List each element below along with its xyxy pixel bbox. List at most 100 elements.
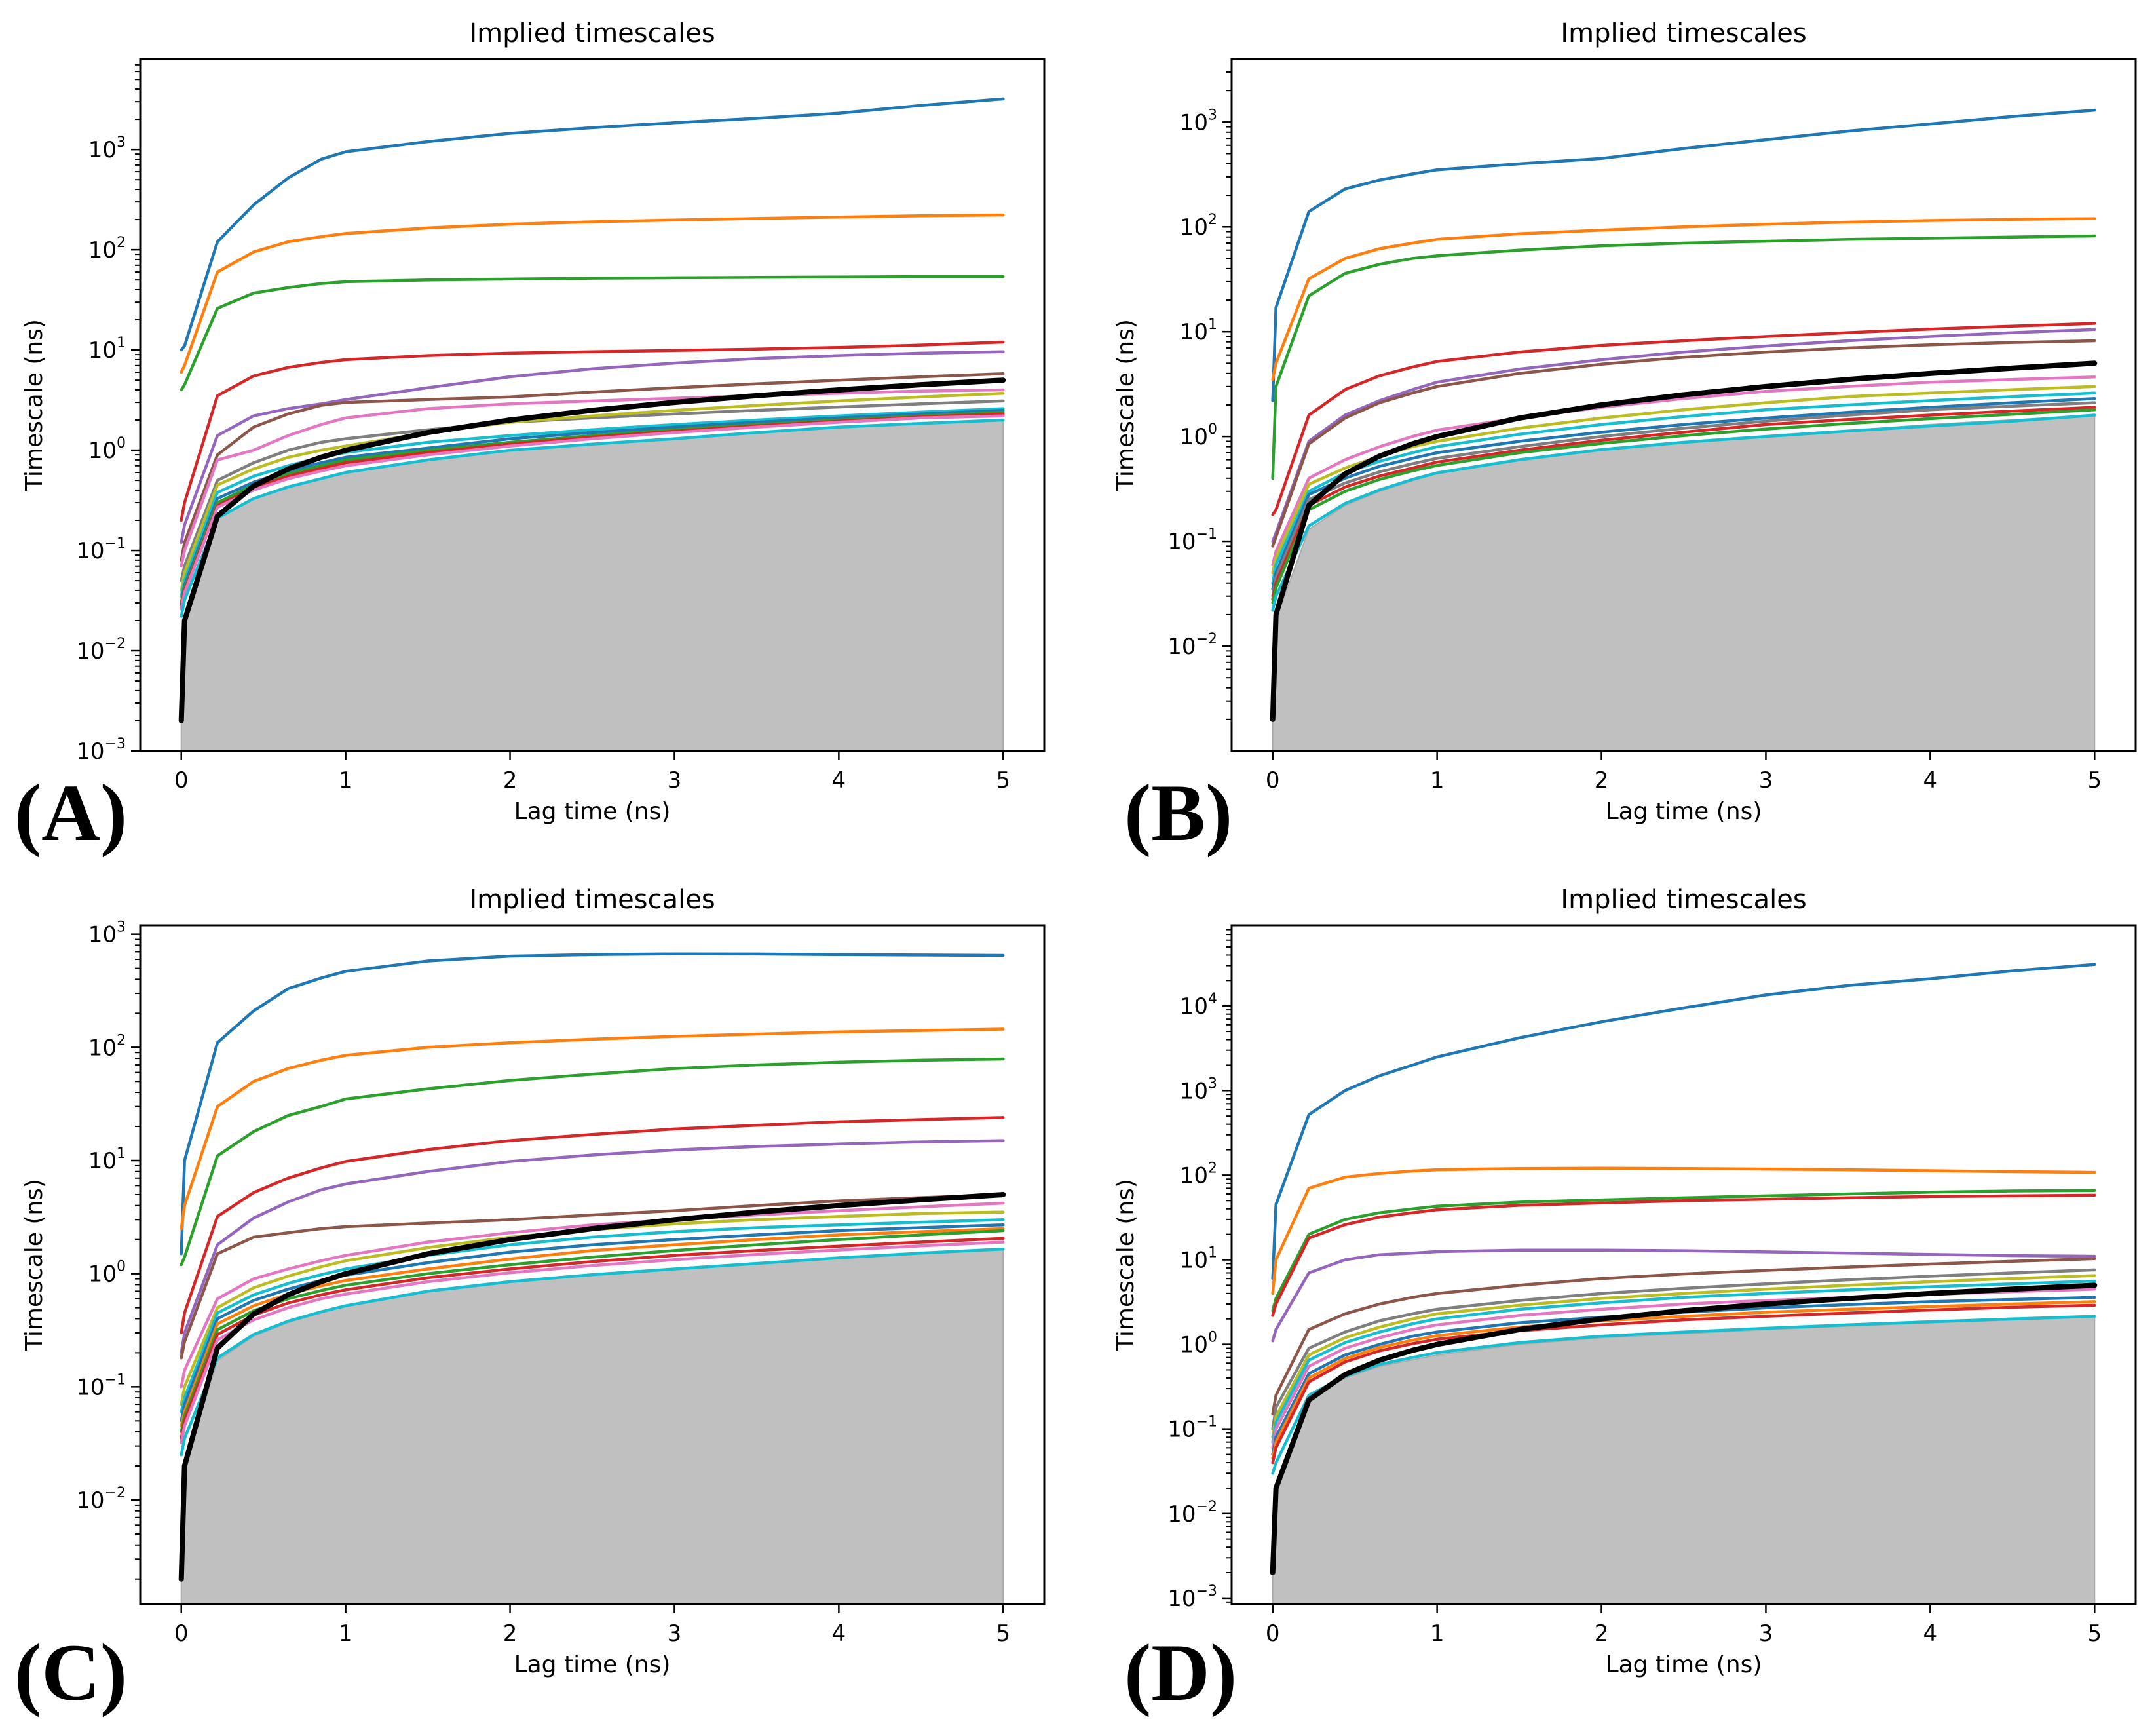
x-tick-label-a-2: 2: [503, 767, 518, 794]
y-tick-label-a-1: 10−2: [76, 636, 126, 664]
y-tick-label-c-3: 101: [88, 1145, 126, 1174]
y-tick-label-c-2: 100: [88, 1259, 126, 1288]
chart-title-c: Implied timescales: [469, 885, 715, 915]
timescale-line-d-10: [1271, 1296, 2096, 1456]
chart-panel-b: 0 1 2 3 4 5 10−2 10−1 100 101 102 103 Implied timesc…: [1112, 18, 2137, 825]
y-tick-label-d-0: 10−3: [1167, 1583, 1217, 1612]
x-tick-label-c-2: 2: [503, 1621, 518, 1647]
x-tick-label-d-3: 3: [1759, 1621, 1773, 1647]
lagtime-line-c-15: [178, 1192, 1006, 1582]
timescale-line-a-0: [180, 97, 1005, 352]
chart-title-d: Implied timescales: [1560, 885, 1806, 915]
x-tick-label-d-2: 2: [1595, 1621, 1609, 1647]
x-tick-label-c-3: 3: [668, 1621, 682, 1647]
timescale-line-c-4: [180, 1139, 1005, 1354]
chart-title-a: Implied timescales: [469, 18, 715, 48]
x-tick-label-a-3: 3: [668, 767, 682, 794]
y-axis-label-c: Timescale (ns): [21, 1179, 48, 1351]
y-tick-label-a-5: 102: [88, 235, 126, 263]
y-tick-label-c-1: 10−1: [76, 1372, 126, 1400]
y-tick-label-d-6: 103: [1180, 1075, 1217, 1104]
y-tick-label-c-0: 10−2: [76, 1485, 126, 1514]
timescale-line-c-7: [180, 1210, 1005, 1406]
axes-frame-a: [139, 58, 1046, 752]
timescale-line-a-2: [180, 275, 1005, 392]
x-tick-label-b-3: 3: [1759, 767, 1773, 794]
timescale-line-a-13: [180, 414, 1005, 611]
y-tick-label-a-4: 101: [88, 335, 126, 364]
x-axis-label-b: Lag time (ns): [1606, 798, 1762, 825]
x-tick-label-a-0: 0: [174, 767, 189, 794]
x-tick-label-d-4: 4: [1923, 1621, 1938, 1647]
y-tick-label-a-0: 10−3: [76, 736, 126, 765]
timescale-line-a-3: [180, 340, 1005, 522]
lagtime-line-d-14: [1270, 1282, 2098, 1575]
x-tick-label-a-4: 4: [832, 767, 846, 794]
timescale-line-b-5: [1271, 339, 2096, 548]
y-tick-label-b-4: 102: [1180, 212, 1217, 240]
timescale-line-b-8: [1271, 391, 2096, 585]
panel-label-a: (A): [14, 768, 127, 858]
x-tick-label-c-4: 4: [832, 1621, 846, 1647]
y-tick-label-b-0: 10−2: [1167, 631, 1217, 660]
timescale-line-c-9: [180, 1223, 1005, 1423]
y-axis-label-b: Timescale (ns): [1112, 319, 1139, 491]
x-tick-label-b-4: 4: [1923, 767, 1938, 794]
x-tick-label-c-1: 1: [339, 1621, 353, 1647]
chart-panel-c: 0 1 2 3 4 5 10−2 10−1 100 101 102 103 Implied timesc…: [21, 885, 1046, 1678]
chart-panel-a: 0 1 2 3 4 5 10−3 10−2 10−1 100 101 102 103 Implied ti…: [21, 18, 1046, 825]
timescale-line-b-11: [1271, 406, 2096, 601]
timescale-line-a-9: [180, 407, 1005, 598]
timescale-line-c-1: [180, 1027, 1005, 1231]
y-tick-label-d-5: 102: [1180, 1160, 1217, 1189]
timescale-line-c-3: [180, 1116, 1005, 1335]
x-axis-label-c: Lag time (ns): [514, 1651, 671, 1678]
y-tick-label-b-3: 101: [1180, 317, 1217, 345]
axes-frame-d: [1230, 924, 2137, 1605]
x-tick-label-c-5: 5: [996, 1621, 1010, 1647]
y-tick-label-d-4: 101: [1180, 1244, 1217, 1273]
timescale-line-d-0: [1271, 963, 2096, 1280]
timescale-line-c-5: [180, 1193, 1005, 1360]
timescale-line-a-14: [180, 418, 1005, 618]
y-tick-label-c-5: 103: [88, 919, 126, 948]
chart-title-b: Implied timescales: [1560, 18, 1806, 48]
y-tick-label-a-2: 10−1: [76, 535, 126, 564]
y-tick-label-a-6: 103: [88, 134, 126, 163]
chart-panel-d: 0 1 2 3 4 5 10−3 10−2 10−1 100 101 102 103 104 Implied…: [1112, 885, 2137, 1678]
timescale-line-c-14: [180, 1247, 1005, 1457]
x-tick-label-b-5: 5: [2087, 767, 2102, 794]
x-tick-label-c-0: 0: [174, 1621, 189, 1647]
y-tick-label-d-3: 100: [1180, 1330, 1217, 1358]
x-axis-label-d: Lag time (ns): [1606, 1651, 1762, 1678]
x-axis-label-a: Lag time (ns): [514, 798, 671, 825]
timescale-line-a-5: [180, 372, 1005, 562]
timescale-line-d-2: [1271, 1189, 2096, 1313]
timescale-line-d-7: [1271, 1274, 2096, 1439]
panel-label-b: (B): [1124, 768, 1232, 858]
y-tick-label-b-5: 103: [1180, 107, 1217, 136]
timescale-line-b-9: [1271, 397, 2096, 591]
y-tick-label-d-7: 104: [1180, 991, 1217, 1020]
timescale-line-d-6: [1271, 1268, 2096, 1430]
timescale-line-b-7: [1271, 385, 2096, 575]
timescale-line-d-1: [1271, 1166, 2096, 1296]
x-tick-label-b-0: 0: [1266, 767, 1280, 794]
x-tick-label-d-0: 0: [1266, 1621, 1280, 1647]
y-tick-label-d-2: 10−1: [1167, 1414, 1217, 1443]
panel-label-c: (C): [14, 1628, 127, 1718]
panel-label-d: (D): [1124, 1628, 1237, 1718]
x-tick-label-b-1: 1: [1430, 767, 1445, 794]
timescale-line-d-4: [1271, 1248, 2096, 1343]
timescale-line-c-10: [180, 1227, 1005, 1428]
y-tick-label-b-2: 100: [1180, 421, 1217, 450]
timescale-line-a-1: [180, 213, 1005, 374]
y-tick-label-b-1: 10−1: [1167, 526, 1217, 555]
lagtime-line-b-14: [1270, 360, 2098, 722]
x-tick-label-d-5: 5: [2087, 1621, 2102, 1647]
timescale-line-b-3: [1271, 322, 2096, 516]
timescale-line-a-4: [180, 350, 1005, 545]
lagtime-line-a-15: [178, 377, 1006, 723]
x-tick-label-a-5: 5: [996, 767, 1010, 794]
